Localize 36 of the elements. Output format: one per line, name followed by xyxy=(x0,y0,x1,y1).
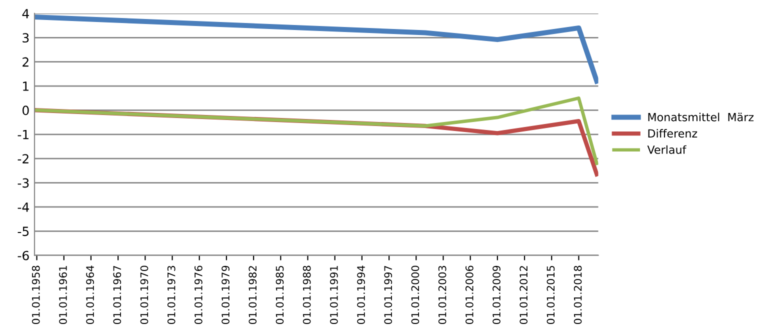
x-tick-label: 01.01.1985 xyxy=(276,266,284,324)
x-tick-label: 01.01.1982 xyxy=(248,266,257,324)
x-tick-label: 01.01.1970 xyxy=(140,266,148,324)
x-tick-label: 01.01.2009 xyxy=(492,266,500,324)
x-tick-label: 01.01.1967 xyxy=(113,266,122,324)
y-tick-label: -4 xyxy=(18,202,29,212)
x-tick-label: 01.01.2015 xyxy=(546,266,555,324)
y-tick-label: 3 xyxy=(22,33,29,43)
y-tick-label: 4 xyxy=(22,9,29,18)
x-tick-label: 01.01.2018 xyxy=(574,266,582,324)
x-tick-label: 01.01.1991 xyxy=(330,266,338,324)
x-tick-label: 01.01.2003 xyxy=(438,266,446,324)
y-tick-label: 0 xyxy=(22,106,29,116)
x-tick-label: 01.01.2012 xyxy=(520,266,528,324)
x-tick-label: 01.01.2000 xyxy=(411,266,420,324)
y-tick-label: -6 xyxy=(18,250,29,260)
y-tick-label: 2 xyxy=(22,57,28,67)
x-tick-label: 01.01.1958 xyxy=(32,266,40,324)
x-tick-label: 01.01.1997 xyxy=(384,266,392,324)
line-series xyxy=(35,96,598,166)
legend-label: Monatsmittel März xyxy=(648,112,754,122)
x-tick-label: 01.01.1994 xyxy=(357,266,365,324)
x-tick-label: 01.01.1976 xyxy=(194,266,202,324)
x-tick-label: 01.01.1973 xyxy=(167,266,176,324)
x-tick-label: 01.01.1988 xyxy=(302,266,311,324)
x-tick-label: 01.01.1961 xyxy=(59,266,67,324)
x-tick-label: 01.01.2006 xyxy=(465,266,474,324)
legend-label: Differenz xyxy=(648,129,698,138)
x-tick-label: 01.01.1979 xyxy=(222,266,230,324)
y-tick-label: -5 xyxy=(18,226,29,236)
x-tick-label: 01.01.1964 xyxy=(86,266,94,324)
legend-label: Verlauf xyxy=(647,145,686,154)
y-tick-label: -3 xyxy=(18,178,29,188)
y-tick-label: -1 xyxy=(18,130,28,140)
y-tick-label: -2 xyxy=(18,154,28,164)
y-tick-label: 1 xyxy=(23,82,28,91)
